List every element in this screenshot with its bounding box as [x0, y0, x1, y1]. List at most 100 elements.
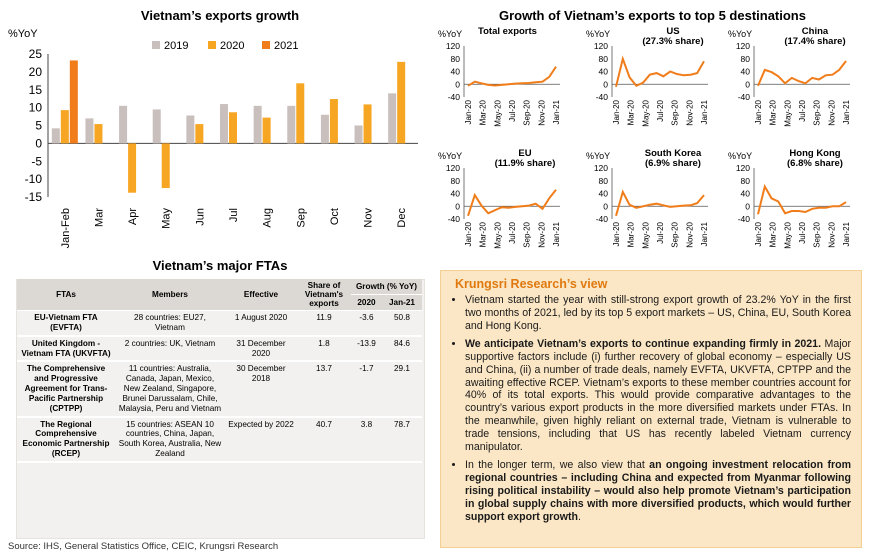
panel-line — [615, 55, 705, 88]
fta-members: 11 countries: Australia, Canada, Japan, … — [115, 361, 225, 418]
bar-2019 — [85, 118, 94, 144]
legend-label-2021: 2021 — [274, 40, 298, 52]
y-tick-label: 5 — [35, 119, 42, 133]
panel-x-tick: Mar-20 — [769, 99, 778, 125]
panel-x-tick: Nov-20 — [537, 221, 546, 247]
panel-x-tick: Jan-21 — [552, 99, 561, 124]
panel-y-tick: 40 — [451, 189, 461, 199]
panel-y-tick: 40 — [741, 189, 751, 199]
bar-2019 — [388, 93, 397, 144]
bar-2020 — [60, 110, 69, 144]
view-bullet-2-bold: We anticipate Vietnam’s exports to conti… — [465, 337, 822, 350]
destinations-line-charts: %YoY Total exports 120 80 40 0 -40 Jan-20 Mar-20… — [438, 26, 851, 249]
legend-label-2020: 2020 — [220, 40, 244, 52]
panel-y-tick: 120 — [736, 163, 750, 173]
panel-y-tick: -40 — [596, 214, 609, 224]
bar-2019 — [152, 109, 161, 144]
exports-growth-bar-chart: %YoY 25 20 15 10 5 0 -5 -10 -15 Jan-Feb Mar Apr May Ju… — [8, 28, 418, 248]
x-tick-label: Jul — [228, 208, 240, 222]
x-tick-label: May — [161, 208, 173, 229]
legend-swatch-2019 — [152, 41, 160, 49]
panel-y-tick: 120 — [594, 41, 608, 51]
bar-2019 — [320, 114, 329, 144]
view-bullet-1-text: Vietnam started the year with still-stro… — [465, 294, 851, 332]
panel-x-tick: Nov-20 — [685, 99, 694, 125]
fta-name: The Regional Comprehensive Economic Part… — [17, 416, 115, 463]
col-header-share: Share of Vietnam's exports — [297, 279, 351, 311]
panel-y-tick: 0 — [745, 201, 750, 211]
panel-ylabel: %YoY — [438, 151, 462, 161]
panel-x-tick: Jan-21 — [552, 221, 561, 246]
panel-ylabel: %YoY — [728, 29, 752, 39]
panel-x-tick: Jan-20 — [754, 99, 763, 124]
panel-line — [467, 189, 557, 217]
panel-x-tick: Nov-20 — [827, 221, 836, 247]
panel-title: (27.3% share) — [642, 36, 703, 47]
panel-y-tick: -40 — [448, 214, 461, 224]
panel-line — [467, 66, 557, 87]
bar-2020 — [94, 124, 103, 144]
x-tick-label: Jun — [194, 208, 206, 226]
panel-title: EU — [518, 148, 531, 159]
fta-growth-jan21: 78.7 — [381, 416, 422, 463]
panel-x-tick: Sep-20 — [671, 99, 680, 125]
panel-title: Total exports — [478, 26, 537, 37]
panel-x-tick: Nov-20 — [685, 221, 694, 247]
panel-y-tick: 120 — [594, 163, 608, 173]
panel-x-tick: Jan-20 — [464, 99, 473, 124]
panel-y-tick: 0 — [603, 79, 608, 89]
fta-share: 40.7 — [297, 416, 351, 463]
bar-2020 — [397, 61, 406, 144]
panel-y-tick: 120 — [446, 163, 460, 173]
panel-y-tick: 0 — [745, 79, 750, 89]
panel-ylabel: %YoY — [728, 151, 752, 161]
fta-growth-jan21: 29.1 — [381, 361, 422, 418]
fta-effective: 30 December 2018 — [225, 361, 297, 418]
panel-ylabel: %YoY — [586, 151, 610, 161]
panel-title: (6.9% share) — [645, 158, 701, 169]
panel-x-tick: Nov-20 — [537, 99, 546, 125]
view-bullet-3-start: In the longer term, we also view that — [465, 459, 650, 472]
bar-2020 — [296, 83, 305, 144]
panel-x-tick: Jan-21 — [700, 99, 709, 124]
panel-x-tick: Sep-20 — [813, 221, 822, 247]
panel-x-tick: Mar-20 — [769, 221, 778, 247]
panel-line — [757, 183, 847, 215]
panel-y-tick: 80 — [599, 176, 609, 186]
panel-x-tick: Jul-20 — [508, 221, 517, 243]
panel-x-tick: Jan-21 — [700, 221, 709, 246]
y-tick-label: 20 — [29, 65, 43, 79]
view-title: Krungsri Research’s view — [455, 277, 608, 291]
fta-table: FTAs Members Effective Share of Vietnam'… — [17, 279, 422, 463]
fta-members: 2 countries: UK, Vietnam — [115, 335, 225, 363]
panel-y-tick: 0 — [455, 79, 460, 89]
x-tick-label: Mar — [93, 208, 105, 227]
fta-growth-jan21: 50.8 — [381, 310, 422, 337]
table-row: United Kingdom - Vietnam FTA (UKVFTA) 2 … — [17, 335, 422, 363]
col-header-growth: Growth (% YoY) — [351, 279, 422, 295]
fta-effective: 31 December 2020 — [225, 335, 297, 363]
bar-2019 — [354, 125, 363, 144]
fta-growth-jan21: 84.6 — [381, 335, 422, 363]
y-tick-label: -5 — [31, 154, 42, 168]
bar-2020 — [195, 124, 204, 144]
panel-y-tick: -40 — [738, 214, 751, 224]
panel-title: China — [802, 26, 829, 37]
x-tick-label: Apr — [127, 208, 139, 225]
legend-label-2019: 2019 — [164, 40, 188, 52]
col-header-members: Members — [115, 279, 225, 311]
panel-x-tick: Jul-20 — [656, 99, 665, 121]
fta-growth-2020: -1.7 — [351, 361, 382, 418]
bar-2019 — [186, 115, 195, 144]
panel-x-tick: Jul-20 — [798, 99, 807, 121]
bar-chart-title: Vietnam’s exports growth — [140, 8, 300, 23]
panel-y-tick: 80 — [599, 54, 609, 64]
col-header-effective: Effective — [225, 279, 297, 311]
col-header-jan21: Jan-21 — [381, 294, 422, 312]
fta-effective: Expected by 2022 — [225, 416, 297, 463]
y-tick-label: 15 — [29, 83, 43, 97]
y-tick-label: -15 — [25, 190, 43, 204]
panel-x-tick: Nov-20 — [827, 99, 836, 125]
panel-x-tick: Jul-20 — [798, 221, 807, 243]
fta-effective: 1 August 2020 — [225, 310, 297, 337]
